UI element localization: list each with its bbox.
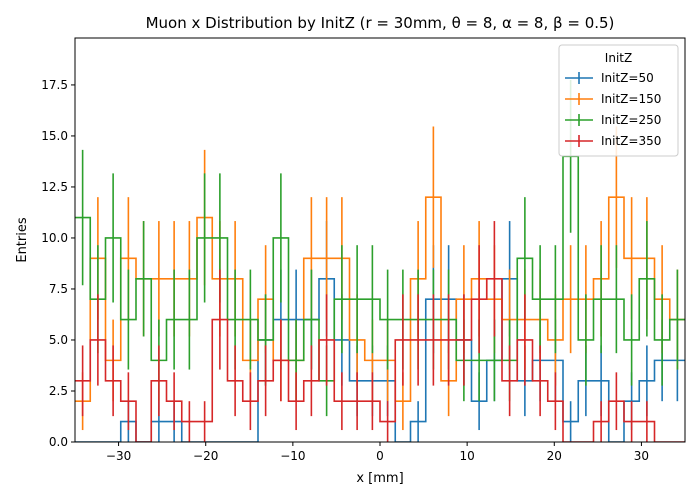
x-tick-label: 20 [547,449,562,463]
x-tick-label: −30 [106,449,131,463]
series-3 [75,221,685,442]
legend-label: InitZ=150 [601,92,661,106]
legend-item: InitZ=150 [565,92,661,106]
x-tick-label: 30 [634,449,649,463]
legend-label: InitZ=50 [601,71,654,85]
y-tick-label: 7.5 [49,282,68,296]
series-step-line [75,155,685,382]
legend-item: InitZ=350 [565,134,661,148]
legend: InitZ InitZ=50 InitZ=150 InitZ=250 InitZ=350 [558,44,679,157]
x-axis-label: x [mm] [356,471,403,486]
x-tick-label: −20 [193,449,218,463]
legend-title: InitZ [605,51,632,65]
legend-item: InitZ=50 [565,71,654,85]
chart-title: Muon x Distribution by InitZ (r = 30mm, … [146,14,615,32]
legend-label: InitZ=350 [601,134,661,148]
y-tick-label: 5.0 [49,333,68,347]
y-tick-label: 15.0 [41,129,68,143]
legend-box [558,44,679,157]
y-tick-label: 10.0 [41,231,68,245]
y-axis: 0.0 2.5 5.0 7.5 10.0 12.5 15.0 17.5 [41,78,75,449]
y-tick-label: 2.5 [49,384,68,398]
series-step-line [75,277,685,442]
legend-label: InitZ=250 [601,113,661,127]
y-tick-label: 17.5 [41,78,68,92]
y-axis-label: Entries [15,217,30,263]
x-tick-label: −10 [280,449,305,463]
x-axis: −30 −20 −10 0 10 20 30 [106,442,649,463]
x-tick-label: 0 [376,449,384,463]
y-tick-label: 0.0 [49,435,68,449]
legend-item: InitZ=250 [565,113,661,127]
x-tick-label: 10 [460,449,475,463]
plot-clip-group [75,79,685,442]
y-tick-label: 12.5 [41,180,68,194]
